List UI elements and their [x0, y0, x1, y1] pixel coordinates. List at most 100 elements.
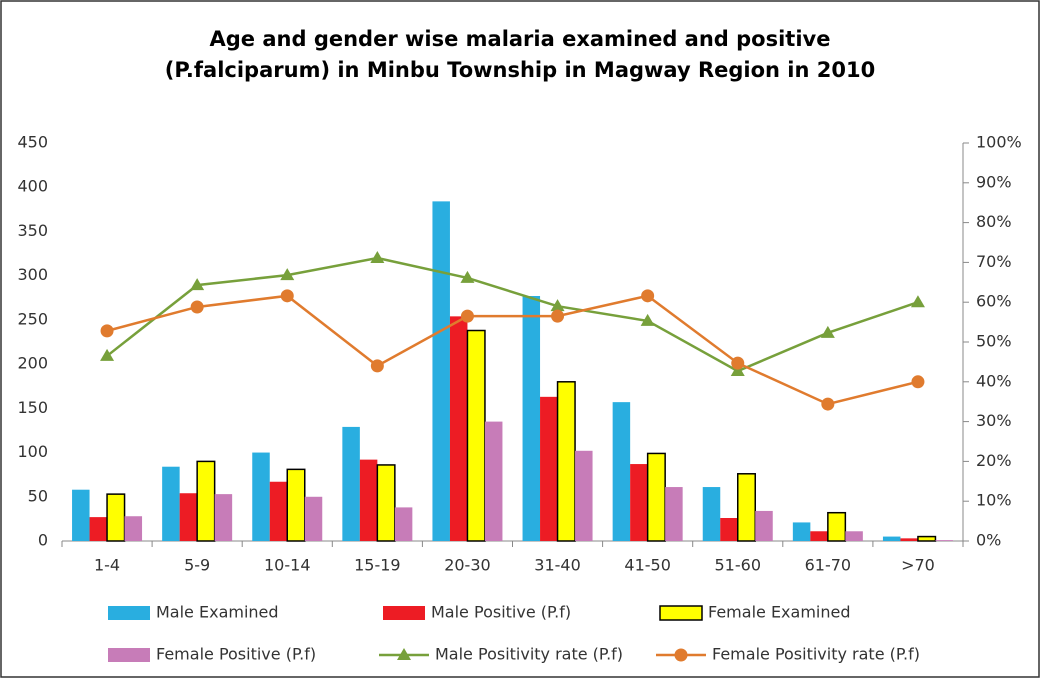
bar	[845, 531, 863, 541]
line-marker	[821, 397, 835, 411]
bar	[106, 493, 126, 542]
bar	[342, 426, 360, 541]
line-marker	[460, 270, 475, 283]
bar	[702, 487, 721, 541]
line-marker	[370, 251, 385, 264]
bar	[432, 201, 450, 541]
y-tick-label: 0	[38, 531, 48, 550]
bar	[827, 511, 847, 542]
x-tick-label: 15-19	[354, 556, 401, 575]
x-tick-label: >70	[901, 556, 935, 575]
bar	[935, 540, 953, 541]
line-marker	[641, 289, 655, 303]
y2-tick-label: 20%	[976, 451, 1012, 470]
x-tick-label: 5-9	[184, 556, 210, 575]
y2-tick-label: 100%	[976, 133, 1022, 152]
legend-label: Male Positivity rate (P.f)	[435, 645, 623, 664]
x-tick-label: 61-70	[805, 556, 852, 575]
bar	[646, 452, 666, 542]
bar	[737, 473, 756, 542]
legend-swatch	[383, 606, 425, 620]
x-tick-label: 1-4	[94, 556, 120, 575]
bar	[124, 516, 143, 541]
bar	[449, 316, 468, 541]
legend-label: Female Positivity rate (P.f)	[712, 645, 920, 664]
bar	[394, 507, 413, 541]
y2-tick-label: 0%	[976, 531, 1001, 550]
legend-label: Female Examined	[708, 603, 851, 622]
line-marker	[911, 375, 925, 389]
line-marker	[190, 300, 204, 314]
bar	[484, 421, 503, 541]
legend-swatch	[108, 606, 150, 620]
y2-tick-label: 70%	[976, 252, 1012, 271]
legend-marker	[397, 648, 411, 660]
line	[106, 256, 919, 373]
line-marker	[100, 348, 115, 361]
bar	[522, 296, 541, 541]
line-marker	[910, 295, 925, 308]
bar	[630, 464, 648, 541]
x-tick-label: 51-60	[715, 556, 762, 575]
y-tick-label: 200	[17, 354, 48, 373]
line-marker	[370, 359, 384, 373]
y-tick-label: 250	[17, 309, 48, 328]
line-marker	[731, 356, 745, 370]
chart-title: Age and gender wise malaria examined and…	[164, 27, 876, 82]
line-marker	[551, 309, 565, 323]
bar	[196, 460, 216, 542]
bar	[792, 522, 811, 541]
y-tick-label: 400	[17, 177, 48, 196]
bar	[359, 459, 378, 541]
line-marker	[820, 325, 835, 338]
bar	[252, 452, 270, 541]
bar	[540, 396, 558, 541]
legend-label: Female Positive (P.f)	[156, 645, 316, 664]
bar	[612, 402, 631, 541]
y2-tick-label: 40%	[976, 371, 1012, 390]
legend-swatch	[659, 605, 703, 621]
bar	[89, 517, 108, 541]
y2-tick-label: 10%	[976, 491, 1012, 510]
line-marker	[100, 324, 114, 338]
x-tick-label: 31-40	[534, 556, 581, 575]
line-marker	[640, 313, 655, 326]
bar	[755, 510, 773, 541]
y-tick-label: 150	[17, 398, 48, 417]
x-tick-label: 20-30	[444, 556, 491, 575]
line-marker	[280, 268, 295, 281]
y2-tick-label: 50%	[976, 332, 1012, 351]
bar	[900, 538, 918, 541]
y-tick-label: 100	[17, 442, 48, 461]
bar	[810, 531, 828, 541]
bar	[162, 466, 180, 541]
y2-tick-label: 90%	[976, 172, 1012, 191]
y2-tick-label: 30%	[976, 411, 1012, 430]
legend-label: Male Positive (P.f)	[431, 603, 571, 622]
line-marker	[280, 289, 294, 303]
title-box: Age and gender wise malaria examined and…	[164, 27, 876, 82]
line-marker	[730, 364, 745, 377]
y-tick-label: 50	[28, 486, 48, 505]
legend-label: Male Examined	[156, 603, 279, 622]
bar	[575, 450, 593, 541]
line	[106, 294, 919, 406]
x-tick-label: 41-50	[624, 556, 671, 575]
bar	[214, 494, 233, 541]
line-marker	[190, 278, 205, 291]
bar	[665, 487, 683, 541]
bar	[304, 496, 323, 541]
y2-tick-label: 60%	[976, 292, 1012, 311]
bar	[376, 464, 396, 542]
bar	[269, 481, 288, 541]
line-marker	[460, 309, 474, 323]
bar	[556, 381, 576, 542]
bar	[72, 489, 90, 541]
bar	[286, 468, 306, 542]
y-tick-label: 450	[17, 133, 48, 152]
bar	[179, 493, 198, 541]
bar	[466, 329, 486, 542]
y2-tick-label: 80%	[976, 212, 1012, 231]
